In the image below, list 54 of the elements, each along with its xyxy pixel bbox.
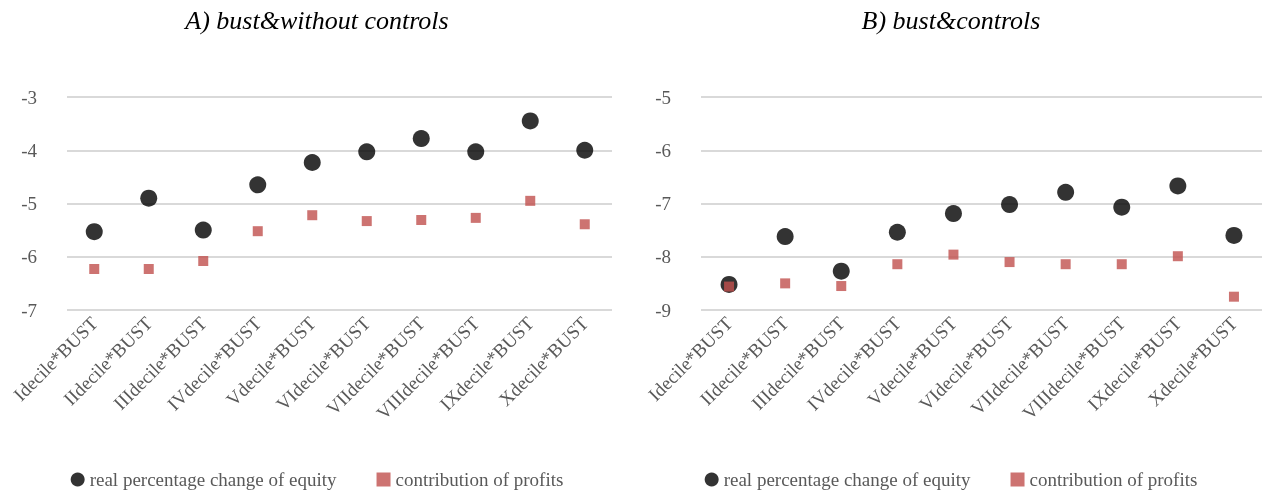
point (1116, 259, 1127, 270)
y-tick-label: -6 (655, 139, 671, 161)
point (579, 219, 590, 230)
point (576, 141, 594, 159)
y-tick-label: -4 (21, 139, 38, 161)
point (361, 216, 372, 227)
y-tick-label: -3 (21, 86, 37, 108)
legend-label: contribution of profits (395, 469, 564, 490)
point (412, 130, 430, 148)
point (1057, 183, 1075, 201)
point (1001, 196, 1019, 214)
point (948, 249, 959, 260)
y-tick-label: -7 (655, 193, 671, 214)
point (470, 212, 481, 223)
point (944, 205, 962, 223)
point (358, 143, 376, 161)
point (1060, 259, 1071, 270)
point (467, 143, 485, 161)
point (1172, 251, 1183, 262)
point (832, 262, 850, 280)
point (194, 221, 212, 239)
point (140, 189, 158, 207)
point (776, 228, 794, 246)
point (1113, 198, 1131, 216)
point (303, 154, 321, 171)
chart-title: B) bust&controls (861, 5, 1041, 35)
y-tick-label: -9 (655, 299, 671, 321)
point (892, 259, 903, 270)
point (307, 210, 318, 221)
y-tick-label: -8 (655, 246, 671, 268)
y-tick-label: -6 (21, 246, 37, 268)
point (252, 226, 263, 237)
legend-label: real percentage change of equity (723, 469, 972, 490)
point (1225, 226, 1243, 244)
point (1169, 177, 1187, 195)
point (85, 223, 103, 241)
point (836, 281, 847, 292)
y-tick-label: -5 (21, 193, 37, 214)
y-tick-label: -7 (21, 299, 37, 321)
legend-label: contribution of profits (1029, 469, 1198, 490)
point (249, 176, 267, 194)
point (89, 264, 100, 274)
point (1228, 291, 1239, 302)
point (416, 215, 427, 226)
point (521, 112, 539, 130)
point (143, 264, 154, 274)
point (525, 195, 536, 206)
point (780, 278, 791, 289)
chart-title: A) bust&without controls (183, 5, 449, 35)
y-tick-label: -5 (655, 86, 671, 108)
point (1004, 257, 1015, 268)
point (198, 256, 209, 267)
point (888, 223, 906, 241)
legend-label: real percentage change of equity (89, 469, 338, 490)
